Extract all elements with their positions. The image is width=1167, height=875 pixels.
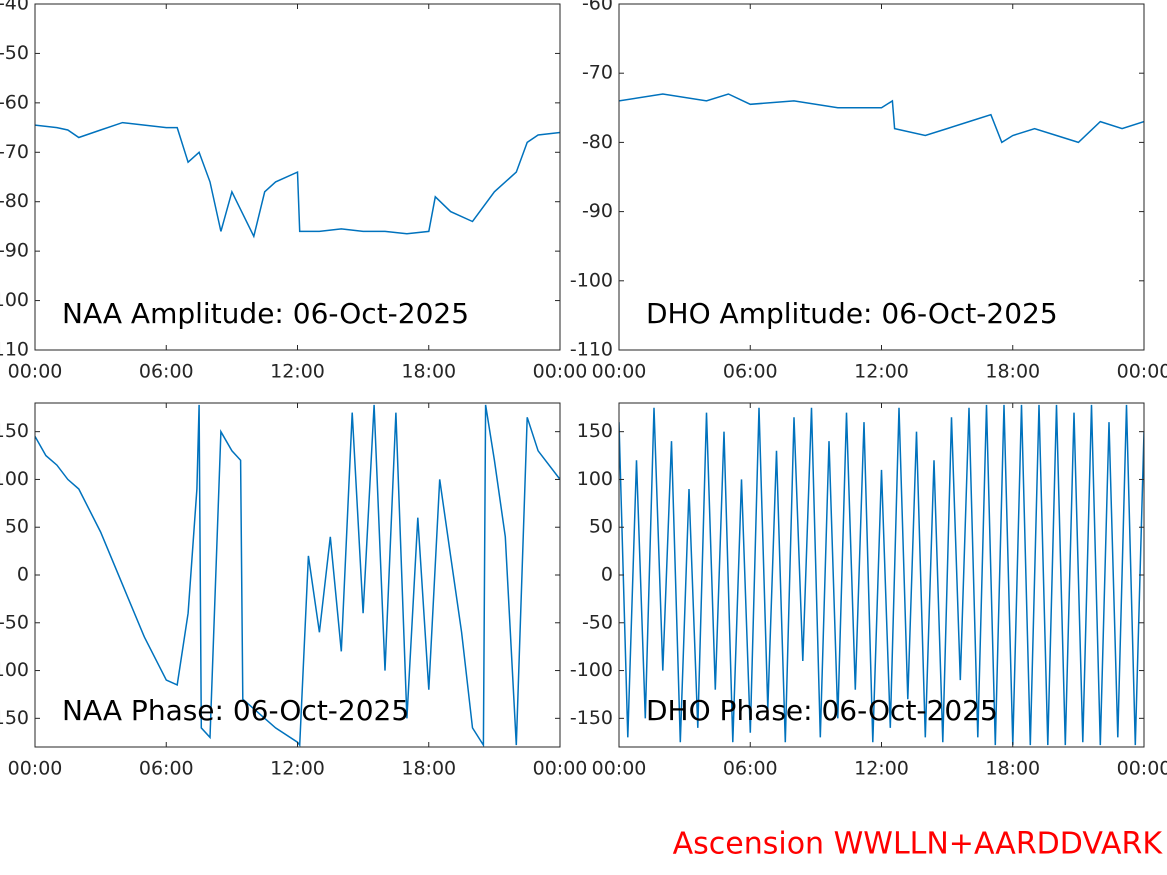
plot-title: DHO Amplitude: 06-Oct-2025 [646,297,1058,330]
plot-title: NAA Phase: 06-Oct-2025 [62,694,409,727]
x-tick-label: 12:00 [270,361,325,383]
x-tick-label: 12:00 [270,758,325,780]
plot-title: NAA Amplitude: 06-Oct-2025 [62,297,469,330]
x-tick-label: 06:00 [723,361,778,383]
x-tick-label: 18:00 [401,361,456,383]
y-tick-label: -100 [0,659,29,681]
y-tick-label: -110 [0,339,29,361]
x-tick-label: 12:00 [854,361,909,383]
y-tick-label: 50 [5,516,29,538]
y-tick-label: -50 [582,611,613,633]
plot-area [619,4,1144,350]
y-tick-label: -100 [0,289,29,311]
y-tick-label: -70 [0,141,29,163]
x-tick-label: 00:00 [533,361,588,383]
y-tick-label: -100 [570,659,613,681]
x-tick-label: 00:00 [533,758,588,780]
y-tick-label: -40 [0,0,29,15]
y-tick-label: -70 [582,62,613,84]
y-tick-label: 50 [589,516,613,538]
y-tick-label: 0 [601,564,613,586]
y-tick-label: -90 [0,240,29,262]
y-tick-label: -150 [570,707,613,729]
x-tick-label: 00:00 [1117,758,1167,780]
plot-area [35,403,560,747]
data-line [35,404,560,747]
y-tick-label: -110 [570,339,613,361]
x-tick-label: 18:00 [985,758,1040,780]
y-tick-label: -50 [0,611,29,633]
footer: Ascension WWLLN+AARDDVARK [673,827,1164,862]
plot-area [619,403,1144,747]
data-line [35,121,560,239]
y-tick-label: 100 [0,468,29,490]
y-tick-label: 100 [577,468,613,490]
x-tick-label: 00:00 [592,361,647,383]
x-tick-label: 00:00 [8,758,63,780]
data-line [619,404,1144,746]
y-tick-label: 150 [577,420,613,442]
y-tick-label: 150 [0,420,29,442]
y-tick-label: -150 [0,707,29,729]
y-tick-label: -60 [0,91,29,113]
x-tick-label: 00:00 [1117,361,1167,383]
plot-title: DHO Phase: 06-Oct-2025 [646,694,998,727]
data-line [619,93,1144,144]
y-tick-label: -50 [0,42,29,64]
y-tick-label: -80 [582,131,613,153]
x-tick-label: 18:00 [401,758,456,780]
x-tick-label: 00:00 [592,758,647,780]
x-tick-label: 00:00 [8,361,63,383]
y-tick-label: -80 [0,190,29,212]
x-tick-label: 06:00 [139,361,194,383]
y-tick-label: -100 [570,269,613,291]
x-tick-label: 06:00 [723,758,778,780]
y-tick-label: -60 [582,0,613,15]
y-tick-label: 0 [17,564,29,586]
y-tick-label: -90 [582,200,613,222]
x-tick-label: 18:00 [985,361,1040,383]
x-tick-label: 06:00 [139,758,194,780]
x-tick-label: 12:00 [854,758,909,780]
